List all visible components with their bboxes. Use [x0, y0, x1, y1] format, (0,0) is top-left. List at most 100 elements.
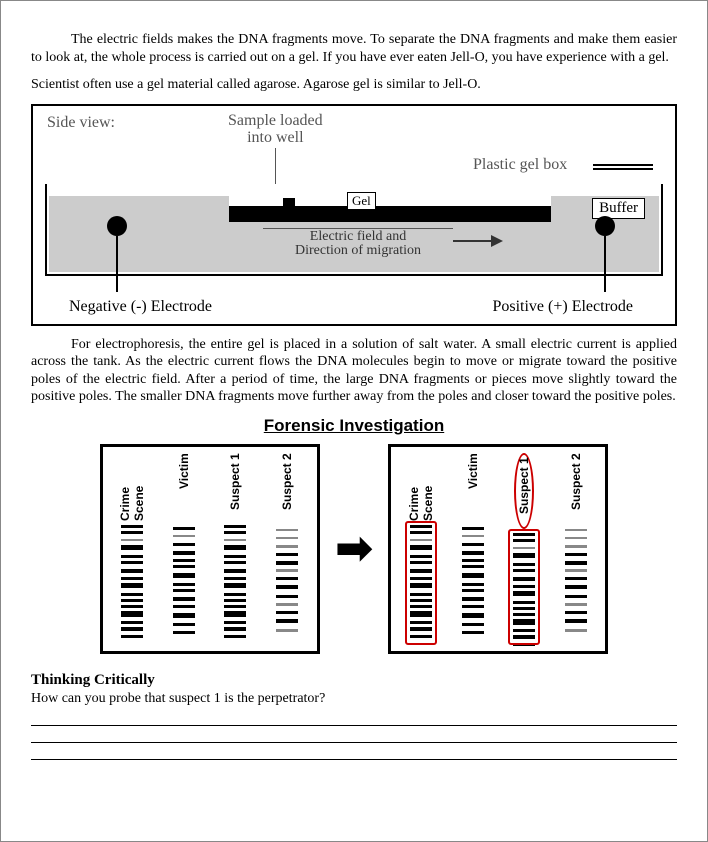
dna-band: [173, 551, 195, 555]
gel-lane-victim: Victim: [454, 453, 492, 641]
answer-line: [31, 711, 677, 726]
dna-band: [565, 569, 587, 572]
lane-label: Suspect 2: [569, 453, 583, 521]
lane-bands: [121, 525, 143, 641]
gel-lane-suspect1: Suspect 1: [505, 453, 543, 641]
dna-band: [276, 603, 298, 606]
lane-label: Suspect 2: [280, 453, 294, 521]
dna-band: [224, 621, 246, 624]
dna-band: [173, 613, 195, 618]
negative-electrode-icon: [107, 216, 127, 236]
dna-band: [121, 531, 143, 534]
arrow-right-icon: ➡: [336, 527, 373, 571]
dna-band: [224, 561, 246, 564]
dna-band: [565, 561, 587, 565]
dna-band: [121, 605, 143, 608]
label-negative-electrode: Negative (-) Electrode: [69, 298, 212, 316]
dna-band: [173, 565, 195, 568]
dna-band: [121, 583, 143, 588]
dna-band: [565, 629, 587, 632]
paragraph-3: For electrophoresis, the entire gel is p…: [31, 336, 677, 406]
label-plastic-gel-box: Plastic gel box: [473, 156, 567, 174]
dna-band: [462, 543, 484, 546]
label-side-view: Side view:: [47, 114, 115, 132]
lane-bands: [410, 525, 432, 641]
dna-band: [276, 561, 298, 565]
lane-bands: [462, 525, 484, 641]
lane-label: Crime Scene: [118, 453, 146, 521]
gel-lane-victim: Victim: [165, 453, 203, 641]
label-gel: Gel: [347, 192, 376, 210]
dna-band: [173, 623, 195, 626]
dna-band: [224, 531, 246, 534]
dna-band: [173, 543, 195, 546]
dna-band: [276, 553, 298, 556]
dna-band: [224, 539, 246, 541]
dna-band: [565, 553, 587, 556]
dna-band: [565, 603, 587, 606]
dna-band: [462, 605, 484, 608]
gel-lane-suspect1: Suspect 1: [216, 453, 254, 641]
dna-band: [565, 537, 587, 539]
dna-band: [565, 545, 587, 548]
dna-band: [565, 529, 587, 531]
dna-band: [462, 535, 484, 537]
thinking-critically-question: How can you probe that suspect 1 is the …: [31, 691, 677, 707]
lane-label: Suspect 1: [228, 453, 242, 521]
dna-band: [224, 611, 246, 617]
dna-band: [121, 577, 143, 580]
gel-lane-suspect2: Suspect 2: [268, 453, 306, 641]
dna-band: [121, 611, 143, 617]
dna-band: [173, 605, 195, 608]
gel-result-left: Crime Scene Victim Suspect 1 Suspect 2: [100, 444, 320, 654]
dna-band: [276, 577, 298, 580]
label-buffer: Buffer: [592, 198, 645, 219]
gel-tank: Gel Buffer Electric field and Direction …: [45, 176, 663, 276]
neg-electrode-stem: [116, 236, 118, 292]
gel-lane-crime: Crime Scene: [113, 453, 151, 641]
dna-band: [121, 635, 143, 638]
dna-band: [462, 583, 484, 586]
positive-electrode-icon: [595, 216, 615, 236]
lane-bands: [276, 525, 298, 641]
plastic-line-icon-2: [593, 168, 653, 170]
dna-band: [224, 593, 246, 596]
dna-band: [462, 613, 484, 618]
match-highlight: [508, 529, 540, 645]
dna-band: [173, 597, 195, 601]
dna-band: [121, 569, 143, 573]
dna-band: [224, 583, 246, 588]
label-electric-field: Electric field and Direction of migratio…: [263, 228, 453, 259]
dna-band: [276, 629, 298, 632]
plastic-line-icon: [593, 164, 653, 166]
gel-slab: [229, 206, 551, 222]
dna-band: [173, 535, 195, 537]
dna-band: [121, 525, 143, 528]
answer-line: [31, 745, 677, 760]
dna-band: [565, 577, 587, 580]
dna-band: [121, 621, 143, 624]
gel-lane-suspect2: Suspect 2: [557, 453, 595, 641]
dna-band: [173, 589, 195, 592]
dna-band: [565, 585, 587, 589]
dna-band: [121, 539, 143, 541]
dna-band: [173, 573, 195, 578]
dna-band: [224, 569, 246, 573]
dna-band: [121, 593, 143, 596]
label-sample-loaded: Sample loaded into well: [228, 112, 323, 147]
forensic-gel-diagram: Crime Scene Victim Suspect 1 Suspect 2 ➡ Cr…: [31, 444, 677, 654]
gel-result-right: Crime SceneVictimSuspect 1Suspect 2: [388, 444, 608, 654]
dna-band: [224, 635, 246, 638]
lane-label: Victim: [177, 453, 191, 521]
thinking-critically-heading: Thinking Critically: [31, 672, 677, 689]
paragraph-1: The electric fields makes the DNA fragme…: [31, 31, 677, 66]
lane-label: Suspect 1: [514, 453, 534, 529]
dna-band: [276, 585, 298, 589]
dna-band: [276, 569, 298, 572]
gel-electrophoresis-diagram: Side view: Sample loaded into well Plast…: [31, 104, 677, 326]
dna-band: [121, 627, 143, 631]
dna-band: [121, 545, 143, 550]
dna-band: [462, 527, 484, 530]
dna-band: [276, 537, 298, 539]
forensic-heading: Forensic Investigation: [31, 416, 677, 436]
